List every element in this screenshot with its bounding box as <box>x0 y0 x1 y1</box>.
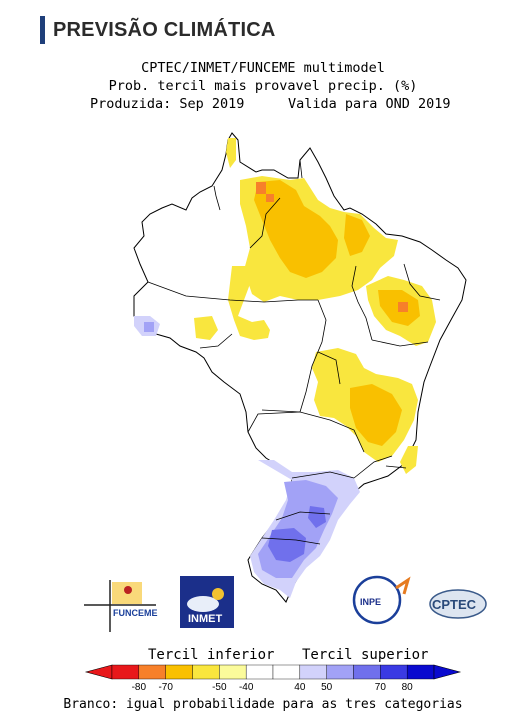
legend-tick-label: 50 <box>321 682 333 693</box>
legend-swatch <box>111 664 140 680</box>
cptec-logo-text: CPTEC <box>432 597 477 612</box>
page-title: PREVISÃO CLIMÁTICA <box>53 18 276 41</box>
chart-subtitle: Prob. tercil mais provavel precip. (%) <box>108 78 418 94</box>
legend-high-title: Tercil superior <box>302 647 429 663</box>
legend-tick-label: -40 <box>239 682 254 693</box>
inpe-logo-text: INPE <box>360 597 381 607</box>
color-legend: -80 -70 -50 -40 40 50 70 80 <box>84 664 462 693</box>
high-tercile-regions <box>134 316 360 598</box>
produced-label: Produzida: Sep 2019 <box>90 96 245 112</box>
legend-swatch <box>326 664 354 680</box>
funceme-logo-text: FUNCEME <box>113 608 158 618</box>
mt-region-light <box>228 266 270 340</box>
legend-tick-label: 80 <box>402 682 414 693</box>
legend-swatch <box>380 664 408 680</box>
amapa-region-light <box>226 138 236 168</box>
inmet-logo: INMET <box>180 576 234 628</box>
sc-high-60 <box>308 506 326 528</box>
legend-low-title: Tercil inferior <box>148 647 275 663</box>
chart-title: CPTEC/INMET/FUNCEME multimodel <box>141 60 385 76</box>
legend-tick-label: 40 <box>294 682 306 693</box>
south-high-60 <box>268 528 306 562</box>
para-core-60b <box>266 194 274 202</box>
legend-tick-label: 70 <box>375 682 387 693</box>
es-region-light <box>400 446 418 474</box>
pe-core-60 <box>398 302 408 312</box>
legend-swatch <box>219 664 247 680</box>
low-tercile-50 <box>254 180 420 446</box>
ma-core-50 <box>344 214 370 256</box>
legend-arrow-left <box>84 664 113 680</box>
para-core-60 <box>256 182 266 194</box>
legend-swatch <box>272 664 301 680</box>
cptec-logo: CPTEC <box>429 589 487 619</box>
valid-label: Valida para OND 2019 <box>288 96 451 112</box>
low-tercile-60 <box>256 182 408 312</box>
legend-swatch <box>299 664 327 680</box>
legend-swatch <box>245 664 274 680</box>
legend-tick-label: -70 <box>158 682 173 693</box>
para-core-50 <box>254 180 338 278</box>
page-header: PREVISÃO CLIMÁTICA <box>40 16 276 44</box>
legend-swatch <box>165 664 193 680</box>
inmet-logo-text: INMET <box>188 613 223 625</box>
funceme-logo: FUNCEME <box>84 580 158 632</box>
legend-note: Branco: igual probabilidade para as tres… <box>63 697 463 712</box>
ro-region-light <box>194 316 218 340</box>
legend-swatch <box>192 664 220 680</box>
legend-swatch <box>353 664 381 680</box>
legend-swatch <box>138 664 166 680</box>
legend-swatch <box>406 664 435 680</box>
legend-tick-label: -50 <box>212 682 227 693</box>
acre-high-50 <box>144 322 154 332</box>
state-borders <box>147 159 441 545</box>
legend-arrow-right <box>433 664 462 680</box>
header-accent-bar <box>40 16 45 44</box>
go-core-50 <box>350 384 402 446</box>
inpe-logo: INPE <box>352 575 411 625</box>
legend-tick-label: -80 <box>132 682 147 693</box>
